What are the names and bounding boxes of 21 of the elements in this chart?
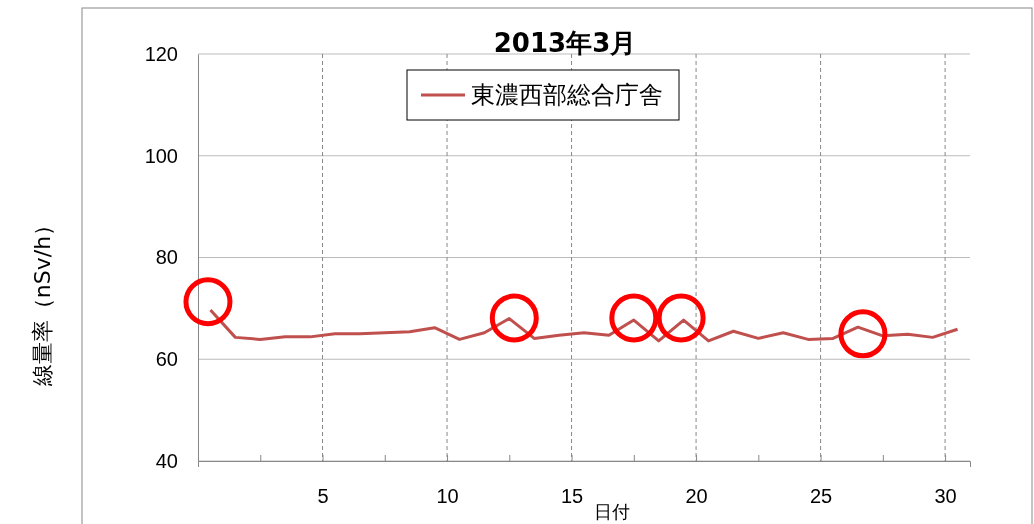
y-tick-label: 100: [144, 144, 178, 167]
point: [838, 309, 888, 359]
x-tick-label: 20: [685, 485, 708, 508]
x-tick-label: 10: [436, 485, 459, 508]
y-tick-label: 40: [155, 449, 178, 472]
point: [656, 293, 706, 343]
x-tick-label: 30: [934, 485, 957, 508]
line-series: [208, 308, 960, 343]
legend-label: 東濃西部総合庁舎: [471, 81, 663, 109]
chart-title: 2013年3月: [493, 28, 637, 58]
point: [489, 293, 539, 343]
point: [183, 277, 233, 327]
x-axis-title: 日付: [594, 501, 630, 522]
x-tick-label: 25: [809, 485, 833, 508]
y-tick-label: 60: [155, 348, 178, 371]
point: [609, 293, 659, 343]
y-tick-label: 120: [144, 42, 178, 65]
x-tick-label: 15: [560, 485, 584, 508]
x-tick-label: 5: [317, 485, 329, 508]
y-tick-label: 80: [155, 246, 178, 269]
y-axis-title: 線量率（nSv/h）: [30, 213, 55, 388]
